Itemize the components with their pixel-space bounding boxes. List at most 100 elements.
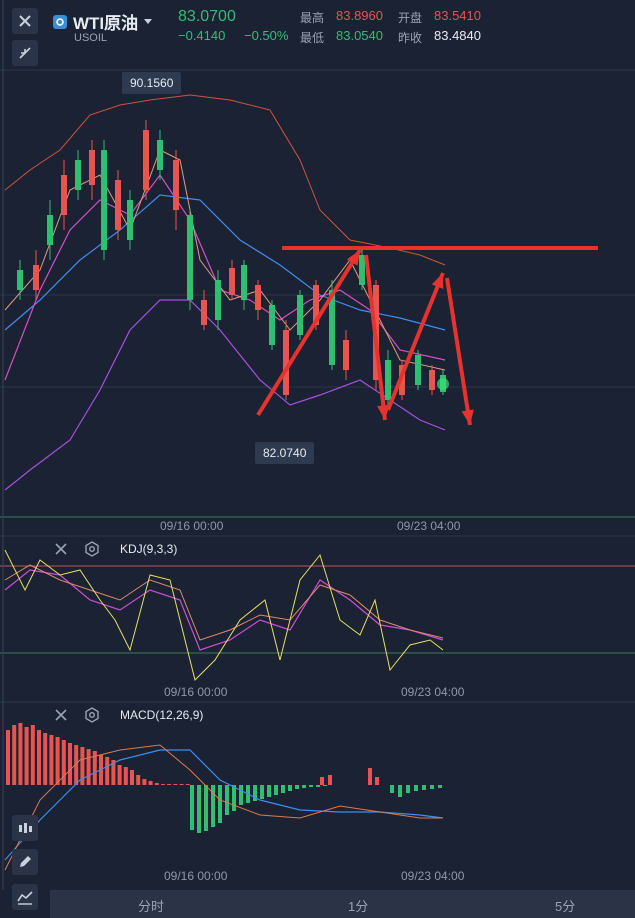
annotation-arrowhead [377, 404, 390, 420]
candle-body [143, 130, 149, 190]
macd-bar-positive [328, 775, 332, 785]
kdj-settings-icon[interactable] [84, 541, 100, 557]
macd-bar-positive [68, 743, 72, 785]
macd-plot [4, 723, 444, 871]
macd-bar-negative [430, 785, 434, 789]
tab-timeshare[interactable]: 分时 [138, 899, 165, 914]
macd-bar-negative [190, 785, 194, 830]
kdj-time-label-2: 09/23 04:00 [401, 685, 465, 699]
macd-bar-positive [111, 760, 116, 785]
macd-bar-negative [211, 785, 215, 827]
candles-icon [19, 823, 32, 833]
candle-body [33, 265, 39, 290]
macd-bar-positive [105, 757, 110, 785]
candle-body [127, 200, 133, 240]
chart-type-button[interactable] [12, 884, 38, 910]
macd-bar-positive [49, 735, 54, 785]
kdj-j-line [4, 569, 444, 651]
tab-1min[interactable]: 1分 [348, 899, 369, 914]
kdj-d-line [4, 564, 444, 641]
candle-body [75, 160, 81, 190]
chevron-down-icon [144, 18, 153, 24]
symbol-selector[interactable]: WTI原油 [52, 9, 153, 34]
macd-bar-positive [136, 775, 141, 785]
collapse-button[interactable] [12, 40, 38, 66]
draw-tool-button[interactable] [12, 849, 38, 875]
close-button[interactable] [12, 8, 38, 34]
low-value: 83.0540 [336, 28, 383, 43]
candle-body [297, 295, 303, 335]
macd-bar-positive [123, 767, 128, 785]
min-price-tag: 82.0740 [255, 442, 315, 464]
prev-close-value: 83.4840 [434, 28, 481, 43]
upper-band [4, 94, 446, 266]
annotation-arrow [445, 277, 472, 426]
macd-bar-positive [55, 737, 60, 785]
main-time-label-1: 09/16 00:00 [160, 519, 224, 533]
candle-body [255, 285, 261, 310]
macd-bar-positive [74, 745, 79, 785]
macd-bar-positive [37, 730, 41, 785]
candle-body [115, 180, 121, 230]
candle-body [229, 268, 235, 295]
macd-bar-positive [12, 725, 17, 785]
candlesticks [17, 120, 449, 410]
kdj-label: KDJ(9,3,3) [120, 542, 178, 556]
macd-bar-positive [173, 784, 178, 785]
macd-bar-positive [368, 768, 372, 785]
macd-bar-negative [267, 785, 271, 797]
macd-bar-positive [61, 740, 66, 785]
macd-bar-negative [422, 785, 426, 790]
macd-bar-positive [185, 784, 190, 785]
macd-settings-icon[interactable] [84, 707, 100, 723]
chart-grid [0, 0, 635, 890]
high-value: 83.8960 [336, 8, 383, 23]
candle-body [359, 255, 365, 285]
pencil-icon [20, 856, 31, 867]
macd-bar-positive [130, 770, 134, 785]
open-value: 83.5410 [434, 8, 481, 23]
annotation-arrowhead [461, 409, 474, 425]
macd-bar-positive [142, 779, 147, 785]
open-label: 开盘 [398, 11, 423, 25]
indicator-tool-button[interactable] [12, 815, 38, 841]
macd-bar-positive [320, 777, 324, 785]
price-change-pct: −0.50% [244, 28, 289, 43]
max-price-tag: 90.1560 [122, 72, 182, 94]
macd-bar-negative [232, 785, 236, 811]
macd-bar-positive [375, 777, 379, 785]
tab-5min[interactable]: 5分 [555, 899, 576, 914]
current-price-glow [437, 378, 449, 390]
macd-label: MACD(12,26,9) [120, 708, 204, 722]
kdj-k-line [4, 549, 444, 681]
candle-body [101, 150, 107, 250]
macd-bar-positive [148, 781, 153, 785]
macd-bar-negative [281, 785, 285, 793]
kdj-time-label-1: 09/16 00:00 [164, 685, 228, 699]
kdj-lines [4, 549, 444, 681]
macd-time-label-2: 09/23 04:00 [401, 869, 465, 883]
low-label: 最低 [300, 31, 325, 45]
annotation-drawings [256, 246, 598, 426]
macd-bar-negative [197, 785, 201, 833]
instrument-title: WTI原油 [73, 14, 139, 33]
candle-body [17, 270, 23, 290]
macd-bar-negative [239, 785, 243, 805]
candle-body [47, 215, 53, 245]
macd-bar-negative [260, 785, 264, 799]
macd-bar-negative [204, 785, 208, 831]
candle-body [269, 305, 275, 345]
macd-bar-positive [6, 730, 10, 785]
macd-close-icon[interactable] [54, 708, 68, 722]
annotation-arrowhead [346, 250, 360, 266]
macd-bar-positive [30, 725, 35, 785]
price-change: −0.4140 [178, 28, 226, 43]
macd-bar-negative [225, 785, 229, 815]
candle-body [283, 330, 289, 395]
kdj-close-icon[interactable] [54, 542, 68, 556]
candle-body [429, 370, 435, 390]
candle-body [329, 290, 335, 365]
macd-bar-positive [24, 727, 29, 785]
macd-bar-negative [398, 785, 402, 797]
